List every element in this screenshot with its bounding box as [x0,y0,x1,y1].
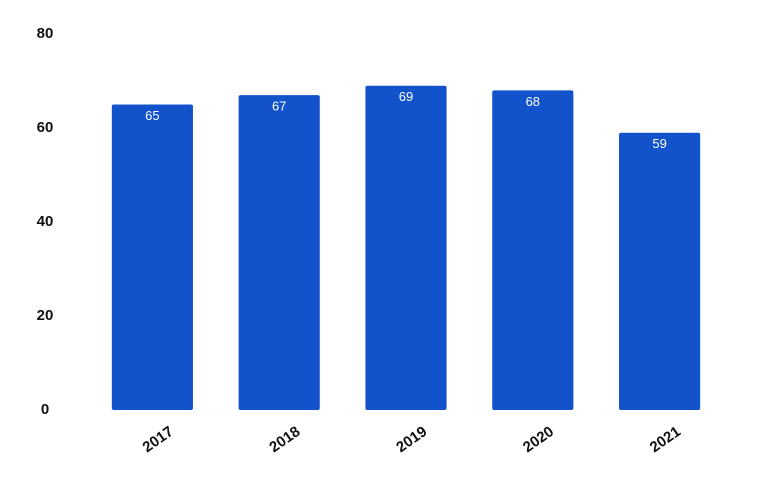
bar [619,132,701,410]
value-label: 68 [526,94,540,109]
x-tick-label: 2021 [647,423,684,456]
y-tick-label: 40 [37,213,54,230]
bar [111,104,193,410]
value-label: 59 [652,136,666,151]
bar [238,95,320,410]
y-tick-label: 80 [37,25,54,42]
y-tick-label: 60 [37,119,54,136]
bar [492,90,574,411]
x-tick-label: 2018 [266,423,303,456]
y-tick-label: 0 [41,401,49,418]
x-tick-label: 2019 [393,423,430,456]
x-tick-label: 2017 [140,423,177,456]
value-label: 67 [272,99,286,114]
y-tick-label: 20 [37,307,54,324]
value-label: 69 [399,89,413,104]
bar [365,85,447,410]
value-label: 65 [145,108,159,123]
x-tick-label: 2020 [520,423,557,456]
